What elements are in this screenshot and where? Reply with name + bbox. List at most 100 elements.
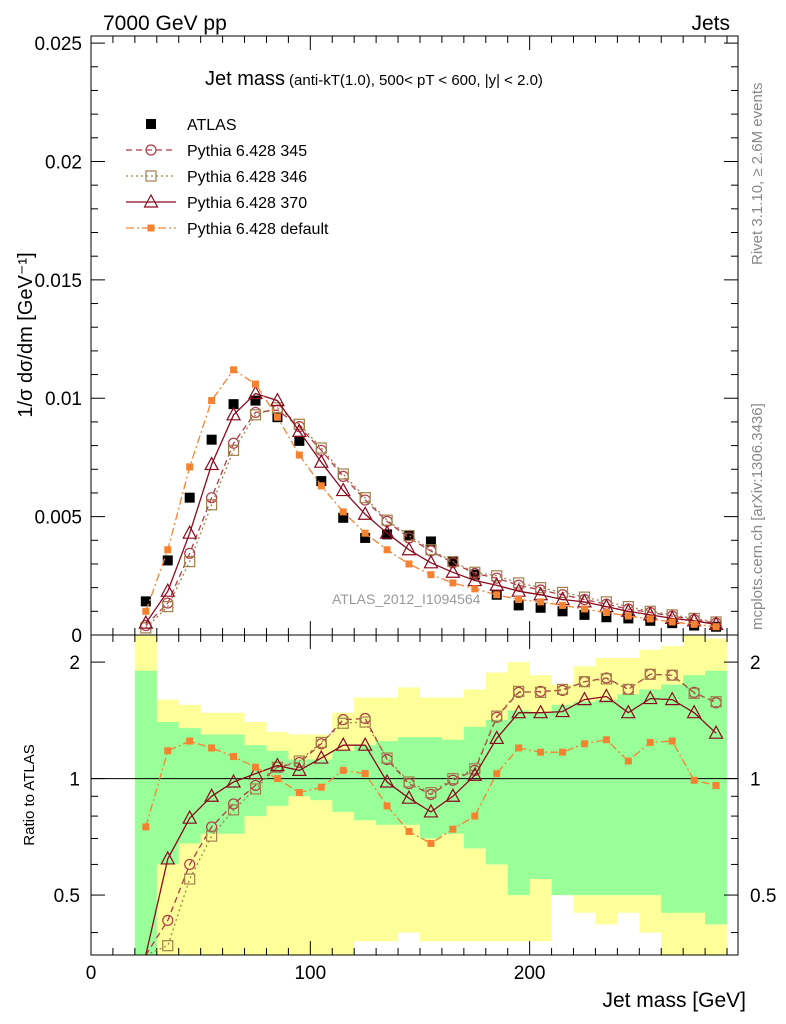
- data-point-main: [447, 556, 459, 568]
- data-point-ratio: [513, 685, 525, 697]
- data-point-main: [160, 582, 176, 597]
- data-point-ratio: [555, 703, 571, 718]
- data-point-main: [491, 570, 503, 582]
- data-point-main: [580, 605, 588, 613]
- data-point-ratio: [493, 770, 501, 778]
- y-tick-label-ratio: 0.5: [54, 886, 80, 907]
- data-point-ratio: [162, 914, 174, 927]
- data-point-main: [557, 606, 568, 617]
- data-point-ratio: [293, 755, 305, 767]
- y-tick-label-top: 0: [71, 626, 82, 647]
- data-point-main: [690, 620, 698, 628]
- data-point-main: [361, 529, 369, 537]
- legend-marker: [145, 170, 157, 182]
- data-point-main: [335, 482, 351, 497]
- data-point-main: [206, 499, 218, 511]
- data-point-ratio: [666, 669, 678, 681]
- data-point-ratio: [164, 747, 172, 755]
- data-point-ratio: [447, 772, 459, 785]
- legend-marker: [147, 224, 155, 232]
- data-point-ratio: [511, 704, 527, 719]
- series-line-ratio: [145, 695, 717, 956]
- data-point-main: [227, 444, 240, 456]
- legend-marker: [143, 193, 159, 208]
- data-point-ratio: [576, 691, 592, 706]
- data-point-ratio: [339, 766, 347, 774]
- data-point-main: [489, 577, 505, 591]
- title-main: Jet mass: [205, 68, 285, 90]
- data-point-main: [250, 395, 261, 406]
- data-point-ratio: [273, 775, 281, 783]
- data-point-main: [535, 582, 547, 594]
- data-point-ratio: [206, 821, 218, 833]
- data-point-main: [646, 615, 654, 623]
- data-point-ratio: [226, 773, 242, 788]
- data-point-main: [535, 602, 546, 613]
- data-point-main: [315, 442, 327, 454]
- data-point-main: [138, 614, 154, 629]
- y-tick-label-top: 0.015: [34, 271, 82, 292]
- y-tick-label-ratio-right: 0.5: [750, 886, 776, 907]
- data-point-main: [338, 512, 349, 523]
- analysis-watermark: ATLAS_2012_I1094564: [332, 591, 481, 607]
- data-point-main: [339, 508, 347, 516]
- data-point-main: [249, 409, 262, 421]
- data-point-main: [423, 554, 439, 569]
- data-point-main: [204, 456, 220, 471]
- data-point-ratio: [379, 773, 395, 788]
- data-point-ratio: [291, 762, 307, 776]
- ratio-frame: [90, 634, 739, 956]
- data-point-ratio: [182, 809, 198, 824]
- data-point-main: [184, 547, 196, 559]
- y-tick-label-top: 0.005: [34, 508, 82, 529]
- data-point-main: [186, 463, 194, 471]
- legend-label: Pythia 6.428 346: [187, 169, 307, 186]
- data-point-ratio: [405, 827, 413, 835]
- x-axis-label: Jet mass [GeV]: [602, 989, 746, 1012]
- data-point-ratio: [425, 786, 437, 799]
- y-tick-label-ratio: 2: [69, 653, 80, 674]
- data-point-main: [206, 492, 218, 504]
- data-point-ratio: [559, 748, 567, 756]
- data-point-ratio: [537, 748, 545, 756]
- data-point-ratio: [359, 716, 371, 728]
- data-point-main: [471, 585, 479, 593]
- data-point-main: [579, 609, 590, 620]
- data-point-ratio: [710, 696, 722, 708]
- data-point-main: [251, 380, 259, 388]
- data-point-ratio: [427, 839, 435, 847]
- series-line-main: [145, 409, 717, 626]
- data-point-main: [712, 623, 720, 631]
- y-tick-label-top: 0.025: [34, 34, 82, 55]
- data-point-main: [515, 595, 523, 603]
- data-point-main: [401, 541, 417, 556]
- data-point-ratio: [515, 744, 523, 752]
- series-line-main: [145, 406, 717, 629]
- data-point-main: [206, 434, 217, 445]
- data-point-ratio: [580, 740, 588, 748]
- series-2: [140, 402, 722, 956]
- data-point-main: [379, 524, 395, 539]
- data-point-ratio: [295, 789, 303, 797]
- data-point-ratio: [381, 752, 393, 764]
- data-point-main: [449, 579, 457, 587]
- data-point-ratio: [467, 766, 483, 781]
- data-point-main: [405, 560, 413, 568]
- data-point-ratio: [602, 736, 610, 744]
- data-point-ratio: [204, 788, 220, 802]
- chart-title: Jet mass (anti-kT(1.0), 500< pT < 600, |y…: [205, 68, 543, 90]
- data-point-ratio: [491, 710, 503, 722]
- data-point-ratio: [642, 690, 658, 705]
- legend-marker: [145, 144, 157, 156]
- data-point-main: [602, 609, 610, 617]
- data-point-main: [317, 482, 325, 490]
- data-point-main: [668, 618, 676, 626]
- y-tick-label-ratio-right: 2: [750, 653, 761, 674]
- data-point-main: [162, 555, 173, 566]
- data-point-ratio: [357, 736, 373, 751]
- data-point-main: [140, 596, 151, 607]
- y-tick-label-top: 0.02: [45, 152, 82, 173]
- data-point-main: [184, 556, 196, 568]
- data-point-ratio: [317, 783, 325, 791]
